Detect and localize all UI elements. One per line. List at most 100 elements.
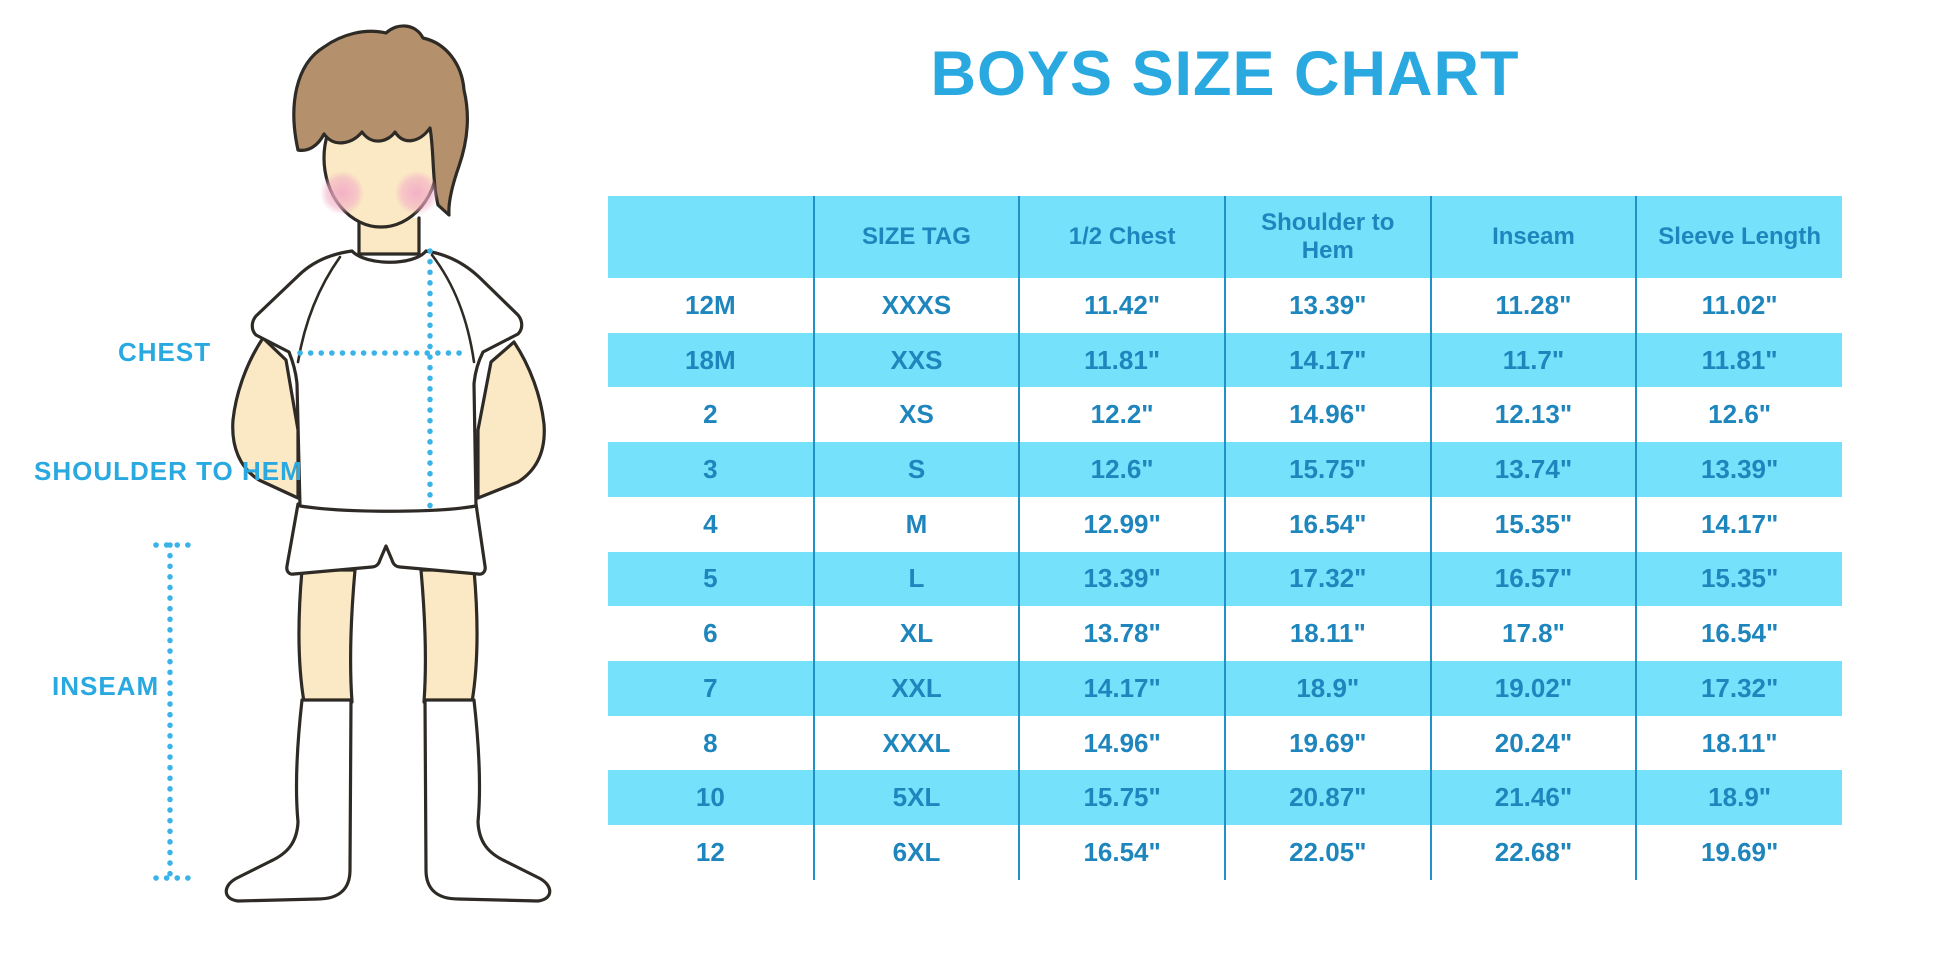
table-cell: XXS (813, 332, 1021, 388)
table-cell: 13.39" (1019, 551, 1226, 607)
table-cell: 16.54" (1019, 825, 1226, 880)
table-cell: 14.17" (1019, 661, 1226, 716)
table-row: 10 5XL 15.75" 20.87" 21.46" 18.9" (608, 770, 1842, 826)
boy-arms (231, 336, 546, 500)
column-header (608, 196, 815, 278)
table-cell: 12 (608, 825, 815, 880)
table-cell: 13.78" (1019, 606, 1226, 662)
table-cell: 16.57" (1430, 551, 1638, 607)
table-cell: XL (813, 606, 1021, 662)
table-header-row: SIZE TAG 1/2 Chest Shoulder to Hem Inseam Sl… (608, 196, 1842, 278)
table-row: 6 XL 13.78" 18.11" 17.8" 16.54" (608, 606, 1842, 662)
table-cell: 11.28" (1430, 278, 1638, 333)
table-cell: 19.69" (1700, 837, 1779, 868)
table-header: SIZE TAG 1/2 Chest Shoulder to Hem Inseam Sl… (608, 196, 1842, 278)
table-cell: 6 (608, 606, 815, 662)
tshirt-sleeve-seam-right (430, 253, 476, 364)
table-body: 12M XXXS 11.42" 13.39" 11.28" 11.02" 18M XXS 11.… (608, 278, 1842, 880)
inseam-label: INSEAM (52, 671, 160, 701)
table-cell: 12.6" (1708, 399, 1772, 430)
table-row: 2 XS 12.2" 14.96" 12.13" 12.6" (608, 387, 1842, 443)
table-cell: 21.46" (1430, 770, 1638, 826)
table-cell: 14.96" (1019, 715, 1226, 771)
boy-tshirt (250, 249, 524, 513)
column-header: Inseam (1430, 196, 1638, 278)
table-cell: 11.7" (1430, 332, 1638, 388)
boy-blush (320, 171, 439, 215)
table-cell: 19.69" (1224, 715, 1432, 771)
table-cell: 10 (608, 770, 815, 826)
table-cell: 7 (608, 661, 815, 716)
table-cell: 4 (608, 496, 815, 552)
table-cell: 12M (608, 278, 815, 333)
table-cell: 12.13" (1430, 387, 1638, 443)
table-cell: 11.42" (1019, 278, 1226, 333)
size-table-container: SIZE TAG 1/2 Chest Shoulder to Hem Inseam Sl… (608, 196, 1842, 880)
table-cell: 15.75" (1224, 442, 1432, 497)
table-cell: 14.17" (1700, 508, 1779, 539)
table-cell: 13.39" (1636, 442, 1842, 497)
table-cell: 11.02" (1701, 289, 1778, 320)
table-row: 8 XXXL 14.96" 19.69" 20.24" 18.11" (608, 715, 1842, 771)
table-cell: 6XL (813, 825, 1021, 880)
table-cell: 18M (608, 332, 815, 388)
table-cell: 8 (608, 715, 815, 771)
table-cell: 12.2" (1019, 387, 1226, 443)
table-cell: 12.99" (1019, 496, 1226, 552)
table-cell: 20.24" (1430, 715, 1638, 771)
table-cell: M (813, 496, 1021, 552)
table-cell: XXXL (813, 715, 1021, 771)
table-cell: 17.32" (1636, 661, 1842, 716)
table-cell: L (813, 551, 1021, 607)
table-row: 4 M 12.99" 16.54" 15.35" 14.17" (608, 496, 1842, 552)
table-cell: 11.81" (1636, 332, 1842, 388)
tshirt-sleeve-seam-left (296, 255, 342, 364)
table-row: 18M XXS 11.81" 14.17" 11.7" 11.81" (608, 332, 1842, 388)
table-cell: 13.74" (1430, 442, 1638, 497)
table-cell: 17.32" (1224, 551, 1432, 607)
table-cell: 17.8" (1430, 606, 1638, 662)
table-cell: 18.9" (1224, 661, 1432, 716)
table-cell: 14.17" (1224, 332, 1432, 388)
table-cell: 2 (608, 387, 815, 443)
column-header: 1/2 Chest (1019, 196, 1226, 278)
boy-legs (297, 568, 479, 704)
column-header: SIZE TAG (813, 196, 1021, 278)
table-cell: 11.81" (1019, 332, 1226, 388)
table-cell: 15.35" (1636, 551, 1842, 607)
table-cell: 18.11" (1701, 727, 1778, 758)
table-cell: 3 (608, 442, 815, 497)
boy-shorts (285, 502, 487, 576)
table-row: 5 L 13.39" 17.32" 16.57" 15.35" (608, 551, 1842, 607)
table-row: 3 S 12.6" 15.75" 13.74" 13.39" (608, 442, 1842, 497)
boy-socks (224, 698, 552, 903)
table-cell: 5XL (813, 770, 1021, 826)
table-cell: S (813, 442, 1021, 497)
table-cell: 15.75" (1019, 770, 1226, 826)
table-cell: 20.87" (1224, 770, 1432, 826)
table-cell: 13.39" (1224, 278, 1432, 333)
table-cell: XS (813, 387, 1021, 443)
chest-label: CHEST (118, 337, 212, 367)
boy-hair (292, 24, 469, 217)
table-cell: 22.68" (1430, 825, 1638, 880)
table-cell: XXXS (813, 278, 1021, 333)
shoulder-to-hem-label: SHOULDER TO HEM (34, 456, 303, 486)
table-cell: 15.35" (1430, 496, 1638, 552)
table-row: 7 XXL 14.17" 18.9" 19.02" 17.32" (608, 661, 1842, 716)
table-cell: 18.11" (1224, 606, 1432, 662)
table-cell: 16.54" (1224, 496, 1432, 552)
table-cell: 5 (608, 551, 815, 607)
column-header: Shoulder to Hem (1224, 196, 1432, 278)
page-title: BOYS SIZE CHART (930, 39, 1520, 109)
column-header: Sleeve Length (1636, 196, 1842, 278)
table-cell: 14.96" (1224, 387, 1432, 443)
table-cell: 19.02" (1430, 661, 1638, 716)
boy-illustration (153, 24, 552, 903)
table-row: 12M XXXS 11.42" 13.39" 11.28" 11.02" (608, 278, 1842, 333)
table-cell: 18.9" (1636, 770, 1842, 826)
table-cell: 16.54" (1700, 618, 1779, 649)
table-cell: 22.05" (1224, 825, 1432, 880)
table-cell: 12.6" (1019, 442, 1226, 497)
